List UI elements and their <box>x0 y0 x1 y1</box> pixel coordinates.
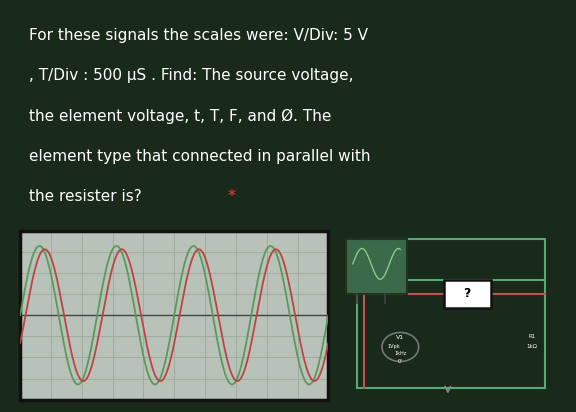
Text: element type that connected in parallel with: element type that connected in parallel … <box>29 149 370 164</box>
FancyBboxPatch shape <box>444 280 491 308</box>
Text: 1kHz: 1kHz <box>394 351 407 356</box>
Text: the resister is?: the resister is? <box>29 189 146 204</box>
Text: V1: V1 <box>396 335 404 340</box>
Text: 1kΩ: 1kΩ <box>526 344 537 349</box>
Text: R1: R1 <box>528 334 536 339</box>
Text: *: * <box>228 189 236 204</box>
FancyBboxPatch shape <box>346 239 407 294</box>
Text: For these signals the scales were: V/Div: 5 V: For these signals the scales were: V/Div… <box>29 28 368 43</box>
Text: 0°: 0° <box>397 359 403 364</box>
Text: , T/Div : 500 μS . Find: The source voltage,: , T/Div : 500 μS . Find: The source volt… <box>29 68 353 83</box>
Text: 1Vpk: 1Vpk <box>388 344 400 349</box>
Text: the element voltage, t, T, F, and Ø. The: the element voltage, t, T, F, and Ø. The <box>29 108 331 124</box>
Text: ?: ? <box>464 288 471 300</box>
